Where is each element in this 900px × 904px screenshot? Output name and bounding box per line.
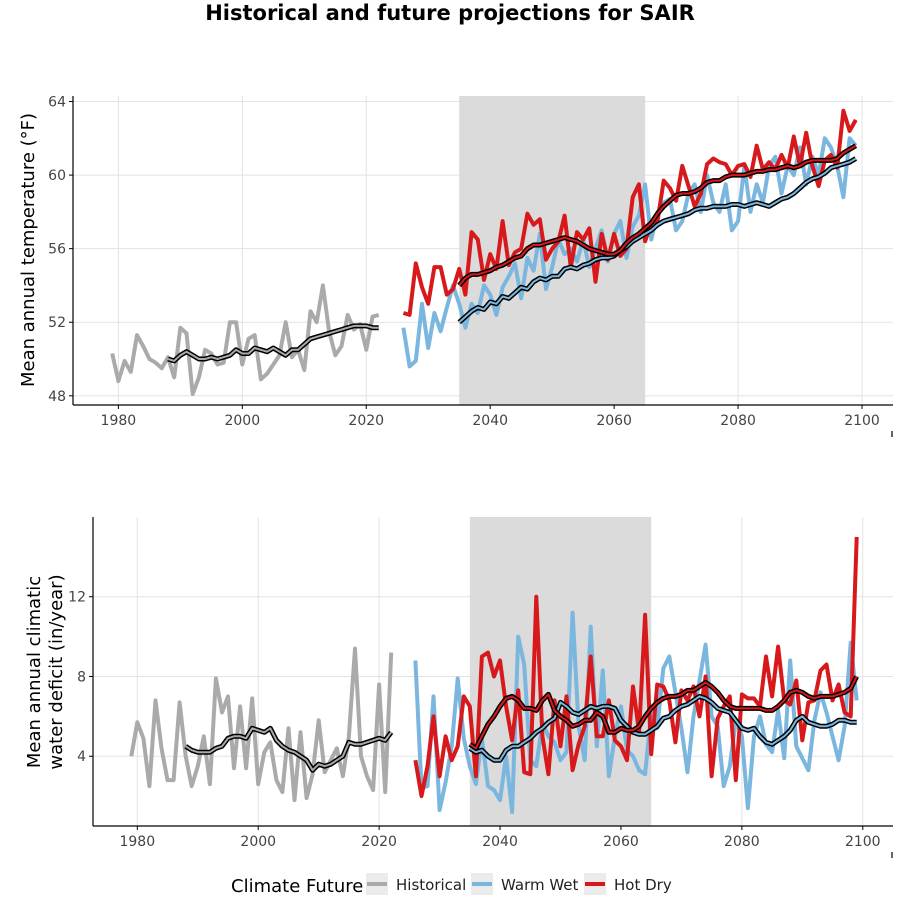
y-tick-label: 48 [48, 389, 66, 405]
smooth-outline-historical [167, 323, 379, 364]
legend-label-warm-wet: Warm Wet [501, 876, 579, 894]
x-tick-label: 2060 [603, 834, 639, 850]
y-tick-label: 8 [77, 669, 86, 685]
x-tick-label: 2040 [482, 834, 518, 850]
x-tick-label: 2020 [348, 413, 384, 429]
x-tick-label: 2000 [240, 834, 276, 850]
x-tick-label: 2060 [596, 413, 632, 429]
smooth-line-historical [185, 727, 393, 772]
series-line-hot-dry [413, 536, 859, 799]
series-line-hot-dry [402, 108, 858, 317]
y-tick-label: 56 [48, 242, 66, 258]
legend-title: Climate Future [231, 876, 363, 897]
legend-label-hot-dry: Hot Dry [614, 876, 672, 894]
x-tick-label: 2100 [845, 834, 881, 850]
smooth-line-warm-wet [469, 695, 857, 762]
y-tick-label: 4 [77, 749, 86, 765]
series-line-warm-wet [413, 610, 859, 814]
series-line-historical [129, 646, 394, 803]
smooth-line-warm-wet [458, 157, 857, 323]
x-tick-label: 2040 [472, 413, 508, 429]
water-deficit-panel: 4 8 12 1980 2000 2020 2040 2060 2080 2100 Mean ann… [24, 517, 893, 858]
x-tick-label: 1980 [101, 413, 137, 429]
series-line-historical [110, 283, 380, 396]
x-tick-label: 2000 [224, 413, 260, 429]
y-axis-label: Mean annual temperature (°F) [18, 113, 39, 387]
smooth-line-hot-dry [458, 144, 857, 287]
x-tick-label: 1980 [119, 834, 155, 850]
x-tick-label: 2080 [724, 834, 760, 850]
chart-title: Historical and future projections for SA… [205, 1, 695, 25]
y-tick-label: 60 [48, 168, 66, 184]
legend-label-historical: Historical [396, 876, 466, 894]
x-tick-label: 2020 [361, 834, 397, 850]
smooth-line-hot-dry [469, 676, 858, 750]
temperature-panel: 48 52 56 60 64 1980 2000 2020 2040 2060 2080 2100 Me… [18, 95, 893, 437]
y-tick-label: 64 [48, 95, 66, 111]
y-tick-label: 12 [68, 590, 86, 606]
legend: Climate Future Historical Warm Wet Hot D… [231, 873, 672, 897]
y-tick-label: 52 [48, 315, 66, 331]
x-tick-label: 2080 [720, 413, 756, 429]
x-tick-label: 2100 [844, 413, 880, 429]
y-axis-label: Mean annual climaticwater deficit (in/ye… [24, 574, 67, 769]
smooth-line-historical [167, 324, 379, 362]
